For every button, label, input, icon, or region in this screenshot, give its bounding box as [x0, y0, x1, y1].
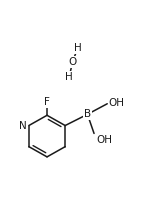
Text: H: H	[74, 43, 81, 54]
Text: OH: OH	[109, 98, 125, 108]
Text: H: H	[66, 71, 73, 82]
Text: O: O	[68, 57, 77, 67]
Text: B: B	[84, 109, 91, 119]
Text: N: N	[19, 121, 27, 131]
Text: OH: OH	[96, 135, 112, 145]
Text: F: F	[44, 97, 50, 107]
